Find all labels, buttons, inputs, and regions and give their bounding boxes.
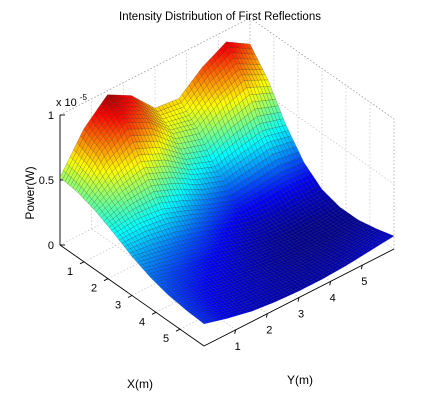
y-tick-label: 5 <box>361 276 367 288</box>
x-axis-label: X(m) <box>127 377 153 391</box>
y-axis-label: Y(m) <box>287 373 313 387</box>
y-tick-mark <box>234 329 237 334</box>
z-axis-label: Power(W) <box>23 166 37 219</box>
y-tick-mark <box>329 281 332 286</box>
surface-layer <box>59 41 395 325</box>
z-exponent-label: x 10 -5 <box>56 93 88 109</box>
z-tick-label: 0 <box>48 240 54 252</box>
y-tick-label: 4 <box>330 292 336 304</box>
box-edge <box>59 17 251 116</box>
z-exponent-power: -5 <box>80 93 88 102</box>
axis-layer <box>59 114 395 347</box>
x-tick-label: 2 <box>91 283 97 295</box>
x-tick-label: 4 <box>139 316 145 328</box>
x-tick-mark <box>175 328 181 332</box>
chart-title: Intensity Distribution of First Reflecti… <box>119 11 321 23</box>
z-tick-label: 0.5 <box>39 175 54 187</box>
x-tick-mark <box>127 295 133 298</box>
x-tick-mark <box>79 261 85 265</box>
x-tick-label: 5 <box>163 333 169 345</box>
box-edge <box>249 17 395 120</box>
tick-label-layer: 1 2 3 4 5 1 2 3 4 5 0 0.5 1 <box>39 110 368 353</box>
x-tick-label: 3 <box>115 300 121 312</box>
y-tick-mark <box>297 297 300 302</box>
x-tick-mark <box>103 278 109 282</box>
x-tick-label: 1 <box>67 266 73 278</box>
y-tick-mark <box>265 313 268 318</box>
surface-patch <box>201 320 208 325</box>
y-tick-label: 1 <box>235 341 241 353</box>
z-exponent-base: x 10 <box>56 97 77 109</box>
y-tick-label: 3 <box>298 309 304 321</box>
z-tick-label: 1 <box>48 110 54 122</box>
y-tick-mark <box>360 265 363 270</box>
y-tick-label: 2 <box>266 325 272 337</box>
x-tick-mark <box>151 311 157 315</box>
